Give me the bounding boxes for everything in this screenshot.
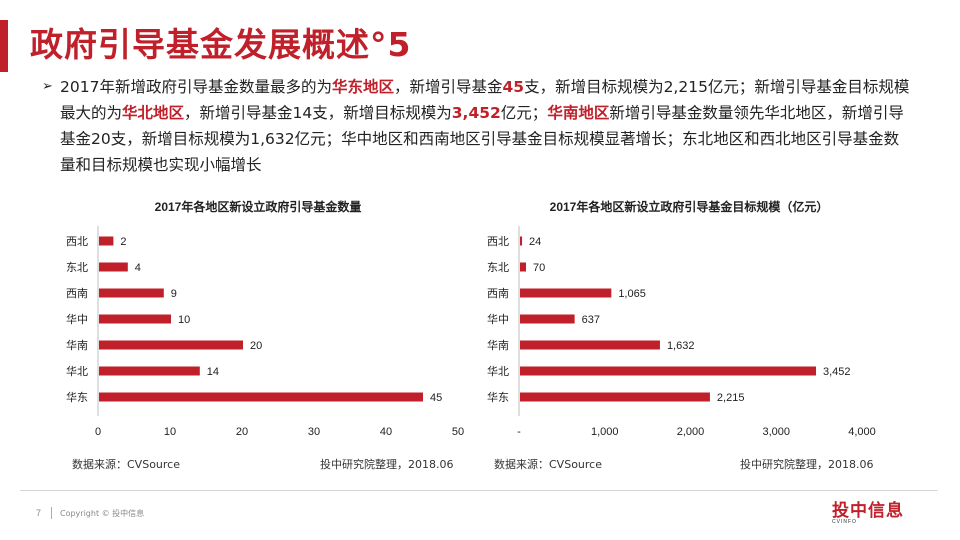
summary-segment: 亿元；: [500, 104, 548, 122]
category-label: 华东: [66, 390, 88, 404]
bar: [99, 288, 164, 298]
footer-separator: [51, 507, 52, 519]
bar: [520, 392, 710, 402]
bar: [520, 340, 660, 350]
logo-sub-text: CVINFO: [832, 519, 857, 525]
summary-highlight: 华北地区: [122, 104, 185, 122]
bar: [520, 236, 523, 246]
category-label: 华中: [487, 312, 509, 326]
data-label: 1,065: [618, 288, 646, 300]
category-label: 西南: [487, 287, 509, 300]
data-label: 45: [430, 392, 442, 404]
x-tick-label: 1,000: [591, 426, 619, 438]
data-label: 2: [120, 236, 126, 248]
summary-text: 2017年新增政府引导基金数量最多的为华东地区，新增引导基金45支，新增目标规模…: [60, 78, 909, 174]
summary-highlight: 华东地区: [331, 78, 394, 96]
category-label: 华中: [66, 312, 88, 326]
bar: [520, 262, 527, 272]
logo-main-text: 投中信息: [832, 501, 904, 521]
chart-fund-scale: 2017年各地区新设立政府引导基金目标规模（亿元） 西北 24 东北 70 西南 1,065…: [485, 196, 905, 451]
page-number: 7: [36, 508, 42, 518]
summary-highlight: 华南地区: [547, 104, 610, 122]
title-accent-bar: [0, 20, 8, 72]
summary-segment: 新增引导基金数量领先华北地区，新增引导基金20支，新增目标规模为1,632亿元；…: [60, 104, 904, 174]
category-label: 华南: [66, 338, 88, 352]
category-label: 东北: [487, 261, 509, 274]
category-label: 华南: [487, 338, 509, 352]
x-tick-label: 10: [164, 426, 176, 438]
x-tick-label: 50: [452, 426, 464, 438]
data-label: 24: [529, 236, 541, 248]
x-tick-label: 40: [380, 426, 392, 438]
chart-fund-count: 2017年各地区新设立政府引导基金数量西北 2 东北 4 西南 9 华中 10 华南 20 华北 14…: [62, 196, 482, 451]
summary-highlight: 3,452: [451, 104, 501, 122]
arrow-right-icon: ➢: [42, 79, 53, 94]
category-label: 东北: [66, 261, 88, 274]
chart-title: 2017年各地区新设立政府引导基金目标规模（亿元）: [550, 199, 829, 214]
category-label: 华北: [487, 364, 509, 378]
data-label: 2,215: [717, 392, 745, 404]
summary-highlight: 45: [502, 78, 525, 96]
x-tick-label: -: [517, 426, 521, 438]
company-logo: 投中信息 CVINFO: [832, 496, 904, 525]
summary-segment: 支，新增目标规模为2,215亿元；新增引导基金目标规模最大的为: [60, 78, 910, 122]
x-tick-label: 30: [308, 426, 320, 438]
summary-segment: ，新增引导基金: [393, 78, 503, 96]
category-label: 西北: [487, 235, 509, 248]
bar: [99, 366, 200, 376]
bar: [99, 392, 423, 402]
category-label: 西南: [66, 287, 88, 300]
footer-divider: [20, 490, 938, 491]
data-label: 14: [207, 366, 219, 378]
summary-segment: ，新增引导基金14支，新增目标规模为: [184, 104, 452, 122]
data-label: 637: [582, 314, 600, 326]
data-label: 1,632: [667, 340, 695, 352]
left-note: 投中研究院整理，2018.06: [320, 458, 454, 471]
bar: [99, 340, 243, 350]
category-label: 西北: [66, 235, 88, 248]
bar: [99, 236, 114, 246]
data-label: 70: [533, 262, 545, 274]
x-tick-label: 3,000: [762, 426, 790, 438]
left-source: 数据来源：CVSource: [72, 458, 180, 471]
right-source: 数据来源：CVSource: [494, 458, 602, 471]
bar: [99, 262, 128, 272]
x-tick-label: 0: [95, 426, 101, 438]
page-title: 政府引导基金发展概述°5: [30, 25, 412, 64]
x-tick-label: 20: [236, 426, 248, 438]
bar: [520, 288, 612, 298]
chart-title: 2017年各地区新设立政府引导基金数量: [155, 199, 362, 214]
data-label: 10: [178, 314, 190, 326]
summary-segment: 2017年新增政府引导基金数量最多的为: [60, 78, 332, 96]
chart-fund-scale-svg: 2017年各地区新设立政府引导基金目标规模（亿元） 西北 24 东北 70 西南 1,065…: [485, 199, 901, 451]
summary-paragraph: ➢ 2017年新增政府引导基金数量最多的为华东地区，新增引导基金45支，新增目标…: [42, 74, 910, 178]
category-label: 华北: [66, 364, 88, 378]
x-tick-label: 2,000: [677, 426, 705, 438]
x-tick-label: 4,000: [848, 426, 876, 438]
data-label: 4: [135, 262, 141, 274]
bar: [99, 314, 171, 324]
data-label: 20: [250, 340, 262, 352]
bar: [520, 366, 817, 376]
category-label: 华东: [487, 390, 509, 404]
bar: [520, 314, 575, 324]
right-note: 投中研究院整理，2018.06: [740, 458, 874, 471]
data-label: 3,452: [823, 366, 851, 378]
data-label: 9: [171, 288, 177, 300]
copyright-text: Copyright © 投中信息: [60, 509, 145, 518]
